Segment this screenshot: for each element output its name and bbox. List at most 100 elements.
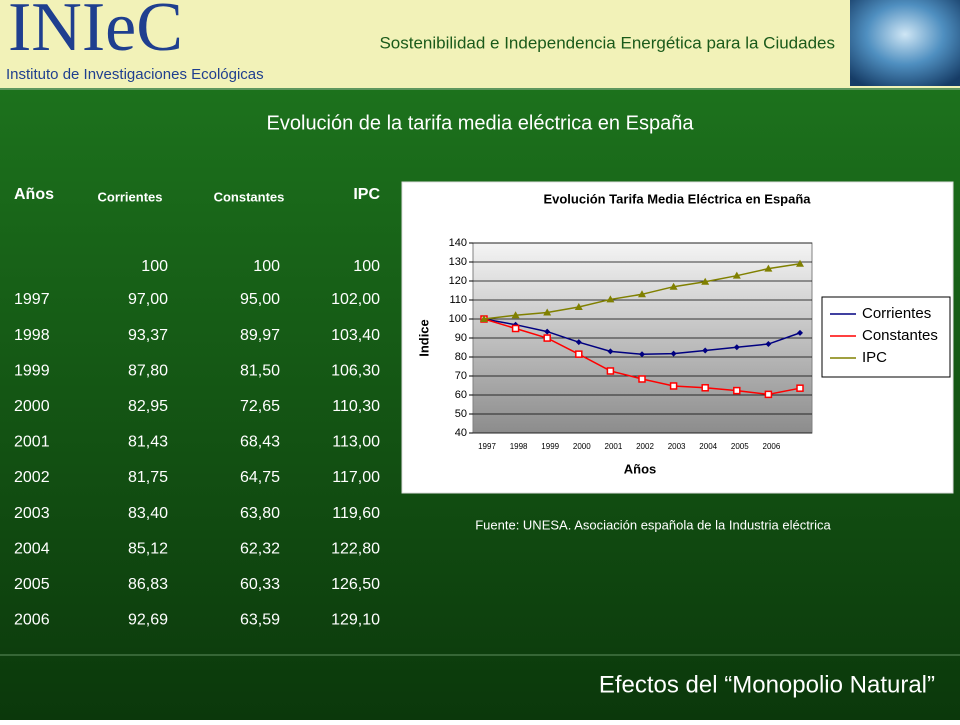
y-tick-label: 110	[449, 294, 467, 306]
table-cell: 103,40	[331, 327, 380, 344]
y-tick-label: 60	[455, 389, 467, 401]
y-tick-label: 80	[455, 351, 467, 363]
marker	[575, 339, 582, 346]
table-cell: 2004	[14, 540, 50, 557]
marker	[511, 324, 520, 333]
x-tick-label: 1998	[510, 442, 528, 451]
marker	[796, 384, 804, 392]
logo: INIeC	[8, 0, 183, 66]
marker	[764, 264, 773, 272]
chart-title: Evolución Tarifa Media Eléctrica en Espa…	[543, 191, 811, 206]
header-band	[0, 0, 960, 88]
table-cell: 2005	[14, 576, 50, 593]
marker	[606, 367, 615, 375]
table-cell: 95,00	[240, 291, 280, 308]
table-cell: 68,43	[240, 434, 280, 451]
marker	[639, 351, 645, 358]
marker	[733, 344, 740, 351]
table-cell: 89,97	[240, 327, 280, 344]
table-cell: 62,32	[240, 540, 280, 557]
marker	[701, 277, 710, 285]
marker	[606, 295, 615, 303]
x-tick-label: 1999	[541, 442, 559, 451]
x-tick-label: 2006	[763, 442, 781, 451]
table-cell: 106,30	[331, 362, 380, 379]
table-cell: 93,37	[128, 327, 168, 344]
table-header: Años	[14, 186, 54, 203]
table-cell: 1998	[14, 327, 50, 344]
table-cell: 2001	[14, 434, 50, 451]
table-cell: 81,50	[240, 362, 280, 379]
y-tick-label: 40	[455, 427, 467, 439]
legend-label: Constantes	[862, 327, 938, 344]
marker	[638, 290, 646, 298]
table-cell: 86,83	[128, 576, 168, 593]
marker	[511, 311, 520, 319]
legend-label: IPC	[862, 349, 887, 366]
marker	[797, 329, 803, 336]
x-tick-label: 2000	[573, 442, 591, 451]
marker	[669, 282, 678, 290]
table-cell: 2003	[14, 505, 50, 522]
marker	[638, 375, 646, 383]
table-cell: 117,00	[332, 469, 380, 486]
table-cell: 119,60	[332, 505, 380, 522]
marker	[574, 303, 583, 311]
y-tick-label: 130	[449, 256, 467, 268]
x-tick-label: 2003	[668, 442, 686, 451]
marker	[575, 350, 583, 358]
marker	[543, 308, 552, 316]
x-axis-label: Años	[624, 461, 657, 476]
table-cell: 64,75	[240, 469, 280, 486]
table-cell: 100	[353, 258, 380, 275]
y-tick-label: 140	[449, 237, 467, 249]
marker	[670, 350, 677, 357]
table-cell: 100	[141, 258, 168, 275]
marker	[607, 348, 614, 355]
marker	[796, 259, 804, 267]
x-tick-label: 1997	[478, 442, 496, 451]
table-cell: 2006	[14, 612, 50, 629]
y-tick-label: 100	[449, 313, 467, 325]
marker	[701, 384, 709, 392]
slide-title: Evolución de la tarifa media eléctrica e…	[267, 112, 695, 134]
x-tick-label: 2002	[636, 442, 654, 451]
table-header: IPC	[353, 186, 380, 203]
source: Fuente: UNESA. Asociación española de la…	[475, 517, 831, 532]
legend	[821, 296, 951, 378]
tagline: Sostenibilidad e Independencia Energétic…	[379, 33, 835, 52]
x-tick-label: 2004	[699, 442, 717, 451]
marker	[733, 386, 741, 395]
table-cell: 1997	[14, 291, 50, 308]
table-header: Constantes	[214, 189, 285, 204]
marker	[480, 315, 488, 322]
marker	[764, 390, 773, 399]
marker	[732, 271, 741, 279]
table-cell: 87,80	[128, 362, 168, 379]
marker	[544, 328, 551, 335]
x-tick-label: 2001	[605, 442, 623, 451]
table-cell: 126,50	[331, 576, 380, 593]
y-axis-label: Indice	[416, 319, 431, 357]
marker	[765, 341, 772, 348]
table-cell: 129,10	[331, 612, 380, 629]
table-cell: 60,33	[240, 576, 280, 593]
table-cell: 63,80	[240, 505, 280, 522]
table-cell: 72,65	[240, 398, 280, 415]
y-tick-label: 120	[449, 275, 467, 287]
marker	[702, 347, 709, 354]
table-cell: 92,69	[128, 612, 168, 629]
legend-label: Corrientes	[862, 305, 931, 322]
x-tick-label: 2005	[731, 442, 749, 451]
table-cell: 113,00	[332, 434, 380, 451]
y-tick-label: 50	[455, 408, 467, 420]
table-cell: 82,95	[128, 398, 168, 415]
table-cell: 81,43	[128, 434, 168, 451]
water-image	[850, 0, 960, 86]
table-cell: 2000	[14, 398, 50, 415]
table-cell: 100	[253, 258, 280, 275]
table-cell: 63,59	[240, 612, 280, 629]
marker	[543, 334, 551, 342]
table-cell: 97,00	[128, 291, 168, 308]
